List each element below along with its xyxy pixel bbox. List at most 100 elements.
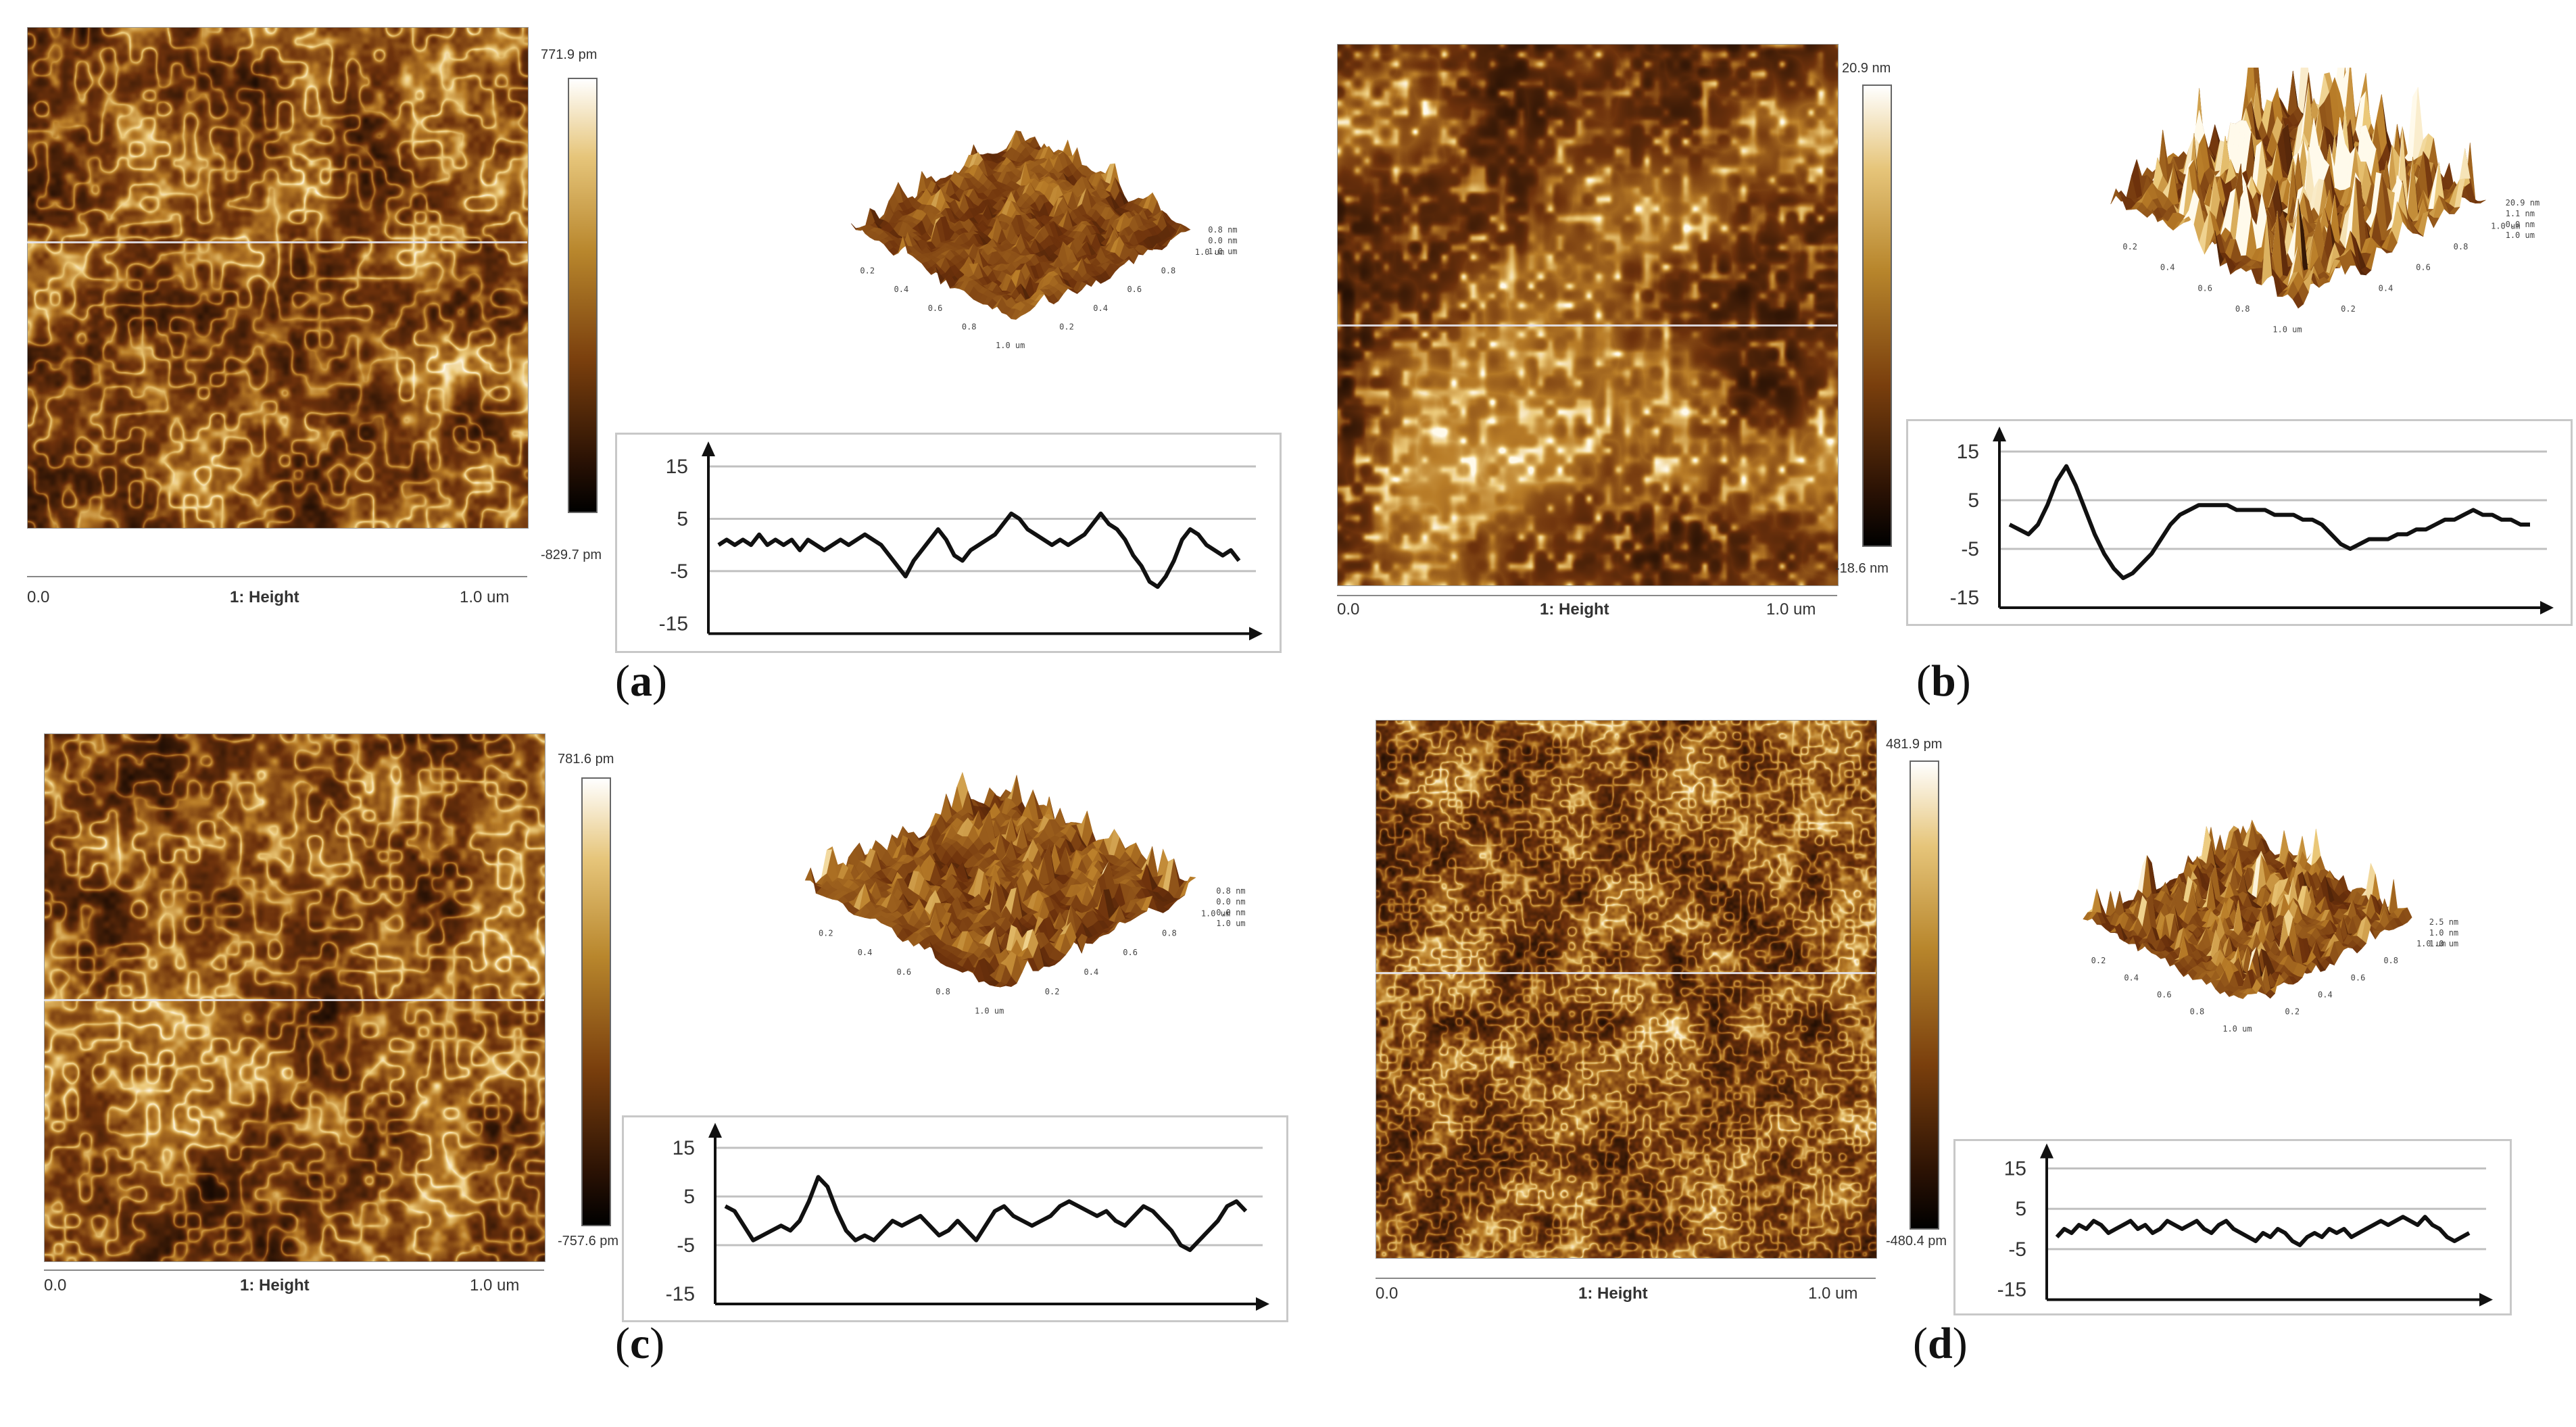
surface-3d-d: 2.5 nm1.0 nm1.0 um0.20.40.60.81.0 um0.20… xyxy=(2083,819,2458,1034)
surface-3d-b: 20.9 nm1.1 nm0.0 nm1.0 um0.20.40.60.81.0… xyxy=(2110,68,2539,334)
height-profile-c: 15 5 -5 -15 xyxy=(666,1123,1269,1311)
profile-tick-label: 15 xyxy=(2004,1158,2026,1180)
profile-tick-label: 15 xyxy=(1957,441,1979,463)
map-title-a: 1: Height xyxy=(230,588,299,606)
colorbar-a xyxy=(568,78,598,513)
afm-height-map-d xyxy=(1376,720,1877,1259)
z-axis-label: 1.0 um xyxy=(2506,231,2535,240)
panel-c: 781.6 pm -757.6 pm 0.0 1: Height 1.0 um … xyxy=(27,710,1315,1423)
surface-mesh xyxy=(804,771,1196,988)
map-axis-d xyxy=(1376,1278,1876,1279)
profile-line xyxy=(2055,1215,2471,1247)
map-axis-c xyxy=(44,1269,544,1271)
profile-tick-label: 5 xyxy=(683,1186,695,1208)
x-axis-label: 0.8 xyxy=(2190,1007,2205,1017)
colorbar-d xyxy=(1910,760,1939,1230)
afm-height-map-a xyxy=(27,27,529,529)
panel-d: 481.9 pm -480.4 pm 0.0 1: Height 1.0 um … xyxy=(1315,710,2576,1423)
map-title-d: 1: Height xyxy=(1578,1284,1648,1303)
colorbar-b xyxy=(1862,84,1892,547)
scan-line-b xyxy=(1337,324,1837,326)
panel-b: 20.9 nm -18.6 nm 0.0 1: Height 1.0 um 20… xyxy=(1315,27,2576,740)
x-axis-label: 0.6 xyxy=(928,304,943,313)
profile-tick-label: -5 xyxy=(1961,538,1979,560)
y-axis-label: 0.2 xyxy=(1045,987,1060,996)
height-profile-b: 15 5 -5 -15 xyxy=(1950,427,2554,614)
x-axis-label: 0.4 xyxy=(894,285,909,294)
x-axis-label: 1.0 um xyxy=(975,1007,1004,1016)
map-title-c: 1: Height xyxy=(240,1276,310,1295)
z-axis-label: 1.0 nm xyxy=(2429,928,2458,938)
scan-line-a xyxy=(27,241,527,243)
colorbar-min-c: -757.6 pm xyxy=(558,1234,619,1249)
panel-label-d: (d) xyxy=(1913,1319,1968,1368)
z-axis-label: 0.0 nm xyxy=(1216,908,1245,917)
y-axis-arrow xyxy=(2040,1143,2053,1159)
panel-a: 771.9 pm -829.7 pm 0.0 1: Height 1.0 um … xyxy=(27,27,1315,740)
z-axis-label: 1.1 nm xyxy=(2506,209,2535,218)
x-axis-label: 0.2 xyxy=(860,266,875,276)
y-axis-label: 0.2 xyxy=(2341,304,2356,314)
profile-tick-label: -15 xyxy=(1997,1279,2026,1301)
z-axis-label: 1.0 um xyxy=(1208,247,1237,256)
y-axis-label: 0.8 xyxy=(2383,956,2398,965)
profile-line xyxy=(717,511,1241,589)
y-axis-label: 0.4 xyxy=(2318,990,2333,1000)
map-x-end-b: 1.0 um xyxy=(1766,600,1816,619)
colorbar-c xyxy=(581,777,611,1226)
x-axis-label: 1.0 um xyxy=(2273,324,2302,334)
x-axis-arrow xyxy=(1256,1297,1269,1311)
profile-box-d: 15 5 -5 -15 xyxy=(1953,1139,2512,1315)
panel-label-b: (b) xyxy=(1916,656,1971,706)
y-axis-label: 1.0 um xyxy=(1201,909,1230,919)
profile-tick-label: -5 xyxy=(2008,1238,2026,1261)
colorbar-min-d: -480.4 pm xyxy=(1886,1234,1947,1249)
colorbar-min-a: -829.7 pm xyxy=(541,548,602,562)
x-axis-label: 0.6 xyxy=(2197,283,2212,293)
y-axis-label: 0.6 xyxy=(2351,973,2366,982)
profile-tick-label: -5 xyxy=(677,1234,695,1257)
x-axis-arrow xyxy=(2540,601,2554,614)
surface-3d-a: 0.8 nm0.0 nm 1.0 um 0.2 0.4 0.6 0.8 1.0 um 0.2 0… xyxy=(850,130,1238,350)
height-profile-d: 15 5 -5 -15 xyxy=(1997,1143,2493,1307)
height-profile-a: 15 5 -5 -15 xyxy=(659,441,1263,641)
scan-line-c xyxy=(44,999,544,1001)
profile-tick-label: -15 xyxy=(1950,587,1979,609)
map-x-start-c: 0.0 xyxy=(44,1276,67,1295)
map-axis-b xyxy=(1337,595,1837,596)
x-axis-arrow xyxy=(2479,1292,2493,1307)
y-axis-label: 0.4 xyxy=(2379,283,2393,293)
y-axis-label: 0.8 xyxy=(1161,266,1176,276)
surface-mesh xyxy=(2083,819,2412,999)
map-title-b: 1: Height xyxy=(1540,600,1609,619)
z-axis-label: 0.0 nm xyxy=(1208,236,1237,245)
profile-tick-label: -15 xyxy=(659,612,688,635)
surface-mesh xyxy=(2110,68,2486,309)
y-axis-arrow xyxy=(1993,427,2006,441)
profile-tick-label: 5 xyxy=(2015,1198,2026,1220)
y-axis-label: 0.2 xyxy=(1059,322,1074,331)
profile-tick-label: 5 xyxy=(1968,489,1979,512)
y-axis-label: 1.0 um xyxy=(2491,221,2520,231)
map-x-end-c: 1.0 um xyxy=(470,1276,520,1295)
z-axis-label: 0.8 nm xyxy=(1216,886,1245,896)
y-axis-label: 0.4 xyxy=(1093,304,1108,313)
colorbar-max-b: 20.9 nm xyxy=(1842,61,1891,76)
afm-height-map-c xyxy=(44,733,545,1262)
map-x-end-a: 1.0 um xyxy=(460,588,510,606)
map-axis-a xyxy=(27,576,527,577)
profile-tick-label: -5 xyxy=(670,560,688,583)
y-axis-label: 0.6 xyxy=(2416,263,2431,272)
y-axis-label: 1.0 um xyxy=(2416,939,2446,948)
panel-label-a: (a) xyxy=(615,656,667,706)
profile-line xyxy=(724,1175,1248,1253)
x-axis-label: 0.2 xyxy=(2091,956,2106,965)
profile-box-b: 15 5 -5 -15 xyxy=(1906,419,2573,626)
z-axis-label: 2.5 nm xyxy=(2429,917,2458,927)
x-axis-label: 0.8 xyxy=(962,322,977,331)
z-axis-label: 0.8 nm xyxy=(1208,225,1237,235)
x-axis-label: 0.4 xyxy=(2124,973,2139,982)
profile-tick-label: -15 xyxy=(666,1283,695,1305)
profile-box-a: 15 5 -5 -15 xyxy=(615,433,1282,653)
x-axis-label: 0.2 xyxy=(2122,242,2137,251)
